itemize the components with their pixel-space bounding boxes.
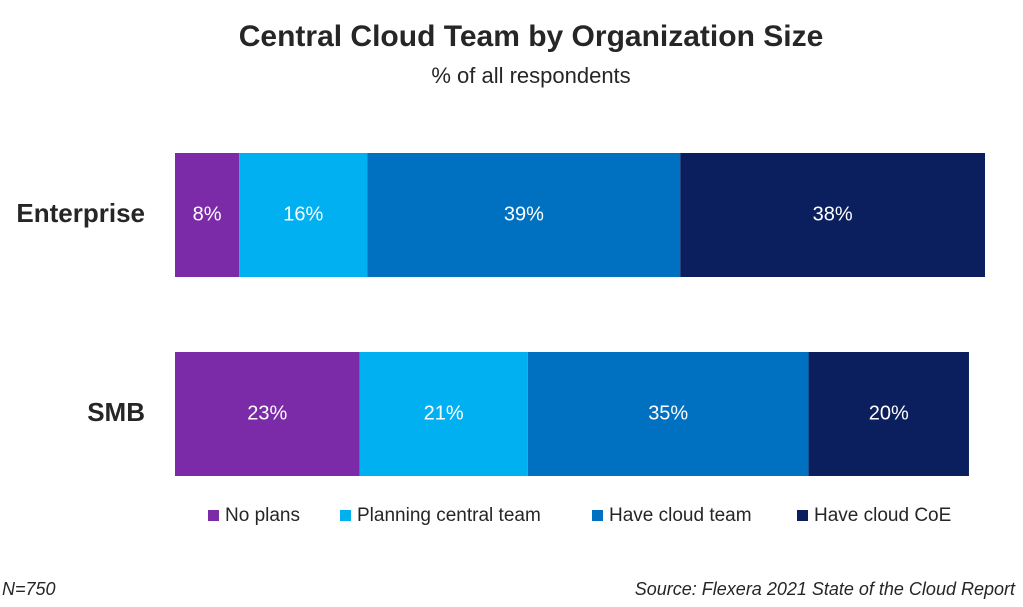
bar-segment — [175, 352, 360, 476]
chart-subtitle: % of all respondents — [431, 63, 630, 88]
bar-segment — [527, 352, 809, 476]
legend-label: No plans — [225, 505, 300, 526]
legend-swatch — [340, 510, 351, 521]
legend-label: Have cloud team — [609, 505, 752, 526]
bar-segment — [367, 153, 681, 277]
value-label: 35% — [648, 402, 688, 424]
legend-swatch — [208, 510, 219, 521]
sample-note: N=750 — [2, 579, 56, 599]
category-label: SMB — [87, 397, 145, 427]
value-label: 39% — [504, 203, 544, 225]
legend-swatch — [592, 510, 603, 521]
value-label: 23% — [247, 402, 287, 424]
value-label: 8% — [193, 203, 222, 225]
legend-swatch — [797, 510, 808, 521]
legend-label: Have cloud CoE — [814, 505, 951, 526]
chart-title: Central Cloud Team by Organization Size — [239, 20, 824, 53]
bar-segment — [239, 153, 368, 277]
legend-label: Planning central team — [357, 505, 541, 526]
bar-segment — [175, 153, 240, 277]
bar-segment — [359, 352, 528, 476]
category-label: Enterprise — [16, 198, 145, 228]
bar-segment — [808, 352, 969, 476]
source-note: Source: Flexera 2021 State of the Cloud … — [635, 579, 1016, 599]
value-label: 20% — [869, 402, 909, 424]
value-label: 21% — [424, 402, 464, 424]
value-label: 38% — [813, 203, 853, 225]
value-label: 16% — [283, 203, 323, 225]
bar-segment — [680, 153, 985, 277]
